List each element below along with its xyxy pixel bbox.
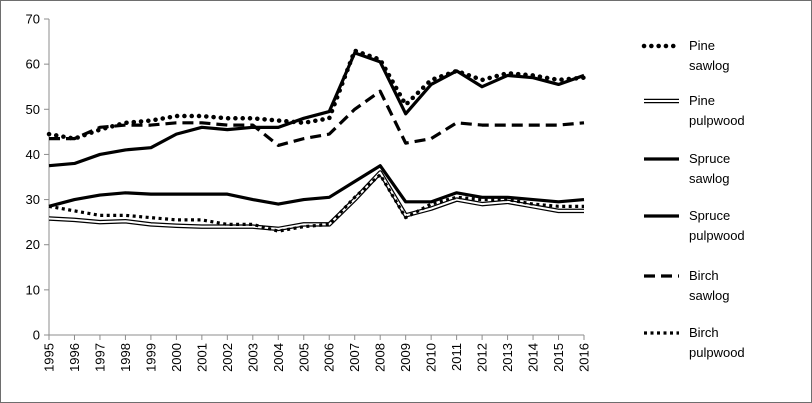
x-tick-label: 2000 (169, 343, 184, 372)
series-line (48, 164, 585, 208)
x-tick-label: 1996 (67, 343, 82, 372)
x-tick-label: 2003 (245, 343, 260, 372)
x-tick-label: 2016 (577, 343, 592, 372)
legend-label-line1: Spruce (689, 208, 730, 223)
series-spruce-sawlog (48, 51, 585, 168)
legend-label-line2: pulpwood (689, 345, 745, 360)
series-line-outer (48, 170, 584, 232)
y-tick-label: 70 (26, 12, 40, 27)
legend-label-line2: sawlog (689, 58, 729, 73)
x-tick-label: 2001 (194, 343, 209, 372)
x-axis-ticks: 1995 1996 1997 1998 1999 2000 2001 2002 2003 2004… (42, 335, 592, 372)
series-line (48, 51, 585, 168)
legend-label-line1: Birch (689, 325, 719, 340)
legend-item: Pine sawlog (641, 38, 729, 73)
series-lines (46, 48, 587, 233)
legend-label-line2: sawlog (689, 288, 729, 303)
series-line-inner (48, 171, 584, 230)
series-pine-pulpwood (48, 170, 584, 232)
x-tick-label: 1997 (92, 343, 107, 372)
x-tick-label: 2002 (220, 343, 235, 372)
legend-label-line1: Pine (689, 38, 715, 53)
axes (48, 19, 584, 336)
legend-label-line1: Spruce (689, 151, 730, 166)
legend-item: Birch sawlog (644, 268, 729, 303)
series-line (46, 48, 587, 141)
y-tick-label: 60 (26, 57, 40, 72)
legend-item: Birch pulpwood (644, 325, 745, 360)
legend-label-line2: sawlog (689, 171, 729, 186)
y-tick-label: 20 (26, 237, 40, 252)
series-line (49, 89, 585, 147)
series-birch-sawlog (49, 89, 585, 147)
x-tick-label: 2006 (322, 343, 337, 372)
y-tick-label: 10 (26, 282, 40, 297)
x-tick-label: 2015 (551, 343, 566, 372)
x-tick-label: 2009 (398, 343, 413, 372)
x-tick-label: 2005 (296, 343, 311, 372)
x-tick-label: 2014 (526, 343, 541, 372)
legend-label-line1: Birch (689, 268, 719, 283)
x-tick-label: 2012 (475, 343, 490, 372)
legend-item: Spruce pulpwood (644, 208, 745, 243)
x-tick-label: 2011 (449, 343, 464, 371)
x-tick-label: 1999 (143, 343, 158, 372)
series-spruce-pulpwood (48, 164, 585, 208)
y-tick-label: 30 (26, 192, 40, 207)
legend-label-line1: Pine (689, 93, 715, 108)
x-tick-label: 1998 (118, 343, 133, 372)
y-axis-ticks: 0 10 20 30 40 50 60 70 (26, 12, 49, 343)
x-tick-label: 2013 (500, 343, 515, 372)
x-tick-label: 2008 (373, 343, 388, 372)
legend-item: Pine pulpwood (644, 93, 745, 128)
x-tick-label: 2007 (347, 343, 362, 372)
series-pine-sawlog (46, 48, 587, 141)
legend-item: Spruce sawlog (644, 151, 730, 186)
y-tick-label: 40 (26, 147, 40, 162)
y-tick-label: 0 (33, 328, 40, 343)
legend-label-line2: pulpwood (689, 228, 745, 243)
legend-label-line2: pulpwood (689, 113, 745, 128)
x-tick-label: 2004 (271, 343, 286, 372)
legend: PinesawlogPinepulpwoodSprucesawlogSpruce… (641, 38, 745, 360)
x-tick-label: 1995 (42, 343, 57, 372)
x-tick-label: 2010 (424, 343, 439, 372)
y-tick-label: 50 (26, 102, 40, 117)
